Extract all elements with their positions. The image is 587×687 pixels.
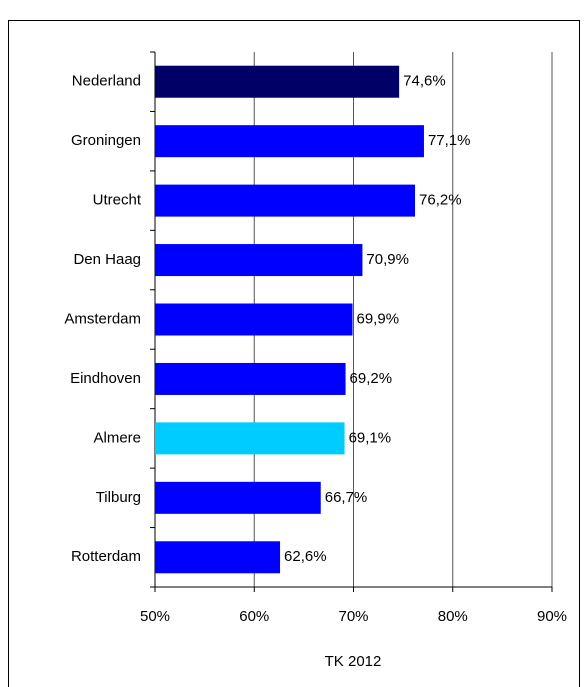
- x-tick-label: 80%: [438, 608, 468, 625]
- data-label: 77,1%: [428, 132, 471, 149]
- x-tick-label: 60%: [239, 608, 269, 625]
- data-label: 62,6%: [284, 548, 327, 565]
- bar: [155, 422, 345, 455]
- y-tick-label: Rotterdam: [71, 548, 141, 565]
- x-tick-label: 50%: [140, 608, 170, 625]
- bar: [155, 125, 424, 158]
- y-tick-label: Eindhoven: [70, 370, 141, 387]
- y-tick-label: Amsterdam: [64, 310, 141, 327]
- data-label: 66,7%: [325, 489, 368, 506]
- data-label: 74,6%: [403, 73, 446, 90]
- bar: [155, 303, 353, 336]
- y-tick-label: Almere: [93, 429, 141, 446]
- data-label: 69,1%: [349, 429, 392, 446]
- y-tick-label: Groningen: [71, 132, 141, 149]
- x-axis-title: TK 2012: [325, 653, 382, 670]
- bar: [155, 362, 346, 395]
- bar: [155, 481, 321, 514]
- data-label: 69,9%: [357, 310, 400, 327]
- bar: [155, 65, 400, 98]
- bar: [155, 184, 416, 217]
- bar: [155, 541, 281, 574]
- data-label: 76,2%: [419, 192, 462, 209]
- bar: [155, 244, 363, 277]
- y-tick-label: Den Haag: [73, 251, 141, 268]
- x-tick-label: 70%: [338, 608, 368, 625]
- x-tick-label: 90%: [537, 608, 567, 625]
- y-tick-label: Nederland: [72, 73, 141, 90]
- y-tick-label: Tilburg: [96, 489, 141, 506]
- data-label: 70,9%: [366, 251, 409, 268]
- y-tick-label: Utrecht: [93, 192, 142, 209]
- data-label: 69,2%: [350, 370, 393, 387]
